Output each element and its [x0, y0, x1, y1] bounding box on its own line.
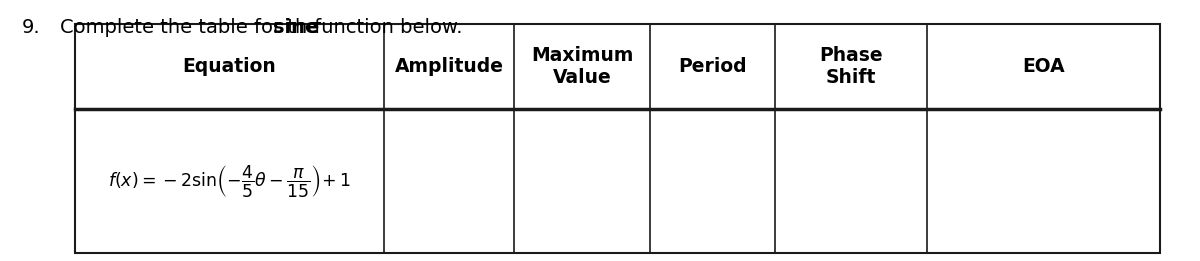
Text: $f(x)=-2\sin\!\left(-\dfrac{4}{5}\theta-\dfrac{\pi}{15}\right)\!+1$: $f(x)=-2\sin\!\left(-\dfrac{4}{5}\theta-…: [108, 163, 352, 199]
Text: Equation: Equation: [182, 57, 276, 76]
Text: sine: sine: [274, 18, 318, 37]
Text: 9.: 9.: [22, 18, 41, 37]
Text: Amplitude: Amplitude: [395, 57, 504, 76]
Text: Maximum
Value: Maximum Value: [532, 46, 634, 87]
Text: Complete the table for the: Complete the table for the: [60, 18, 325, 37]
Text: Period: Period: [678, 57, 746, 76]
Text: Phase
Shift: Phase Shift: [818, 46, 882, 87]
Bar: [74, 24, 1160, 253]
Text: function below.: function below.: [308, 18, 462, 37]
Text: EOA: EOA: [1022, 57, 1064, 76]
